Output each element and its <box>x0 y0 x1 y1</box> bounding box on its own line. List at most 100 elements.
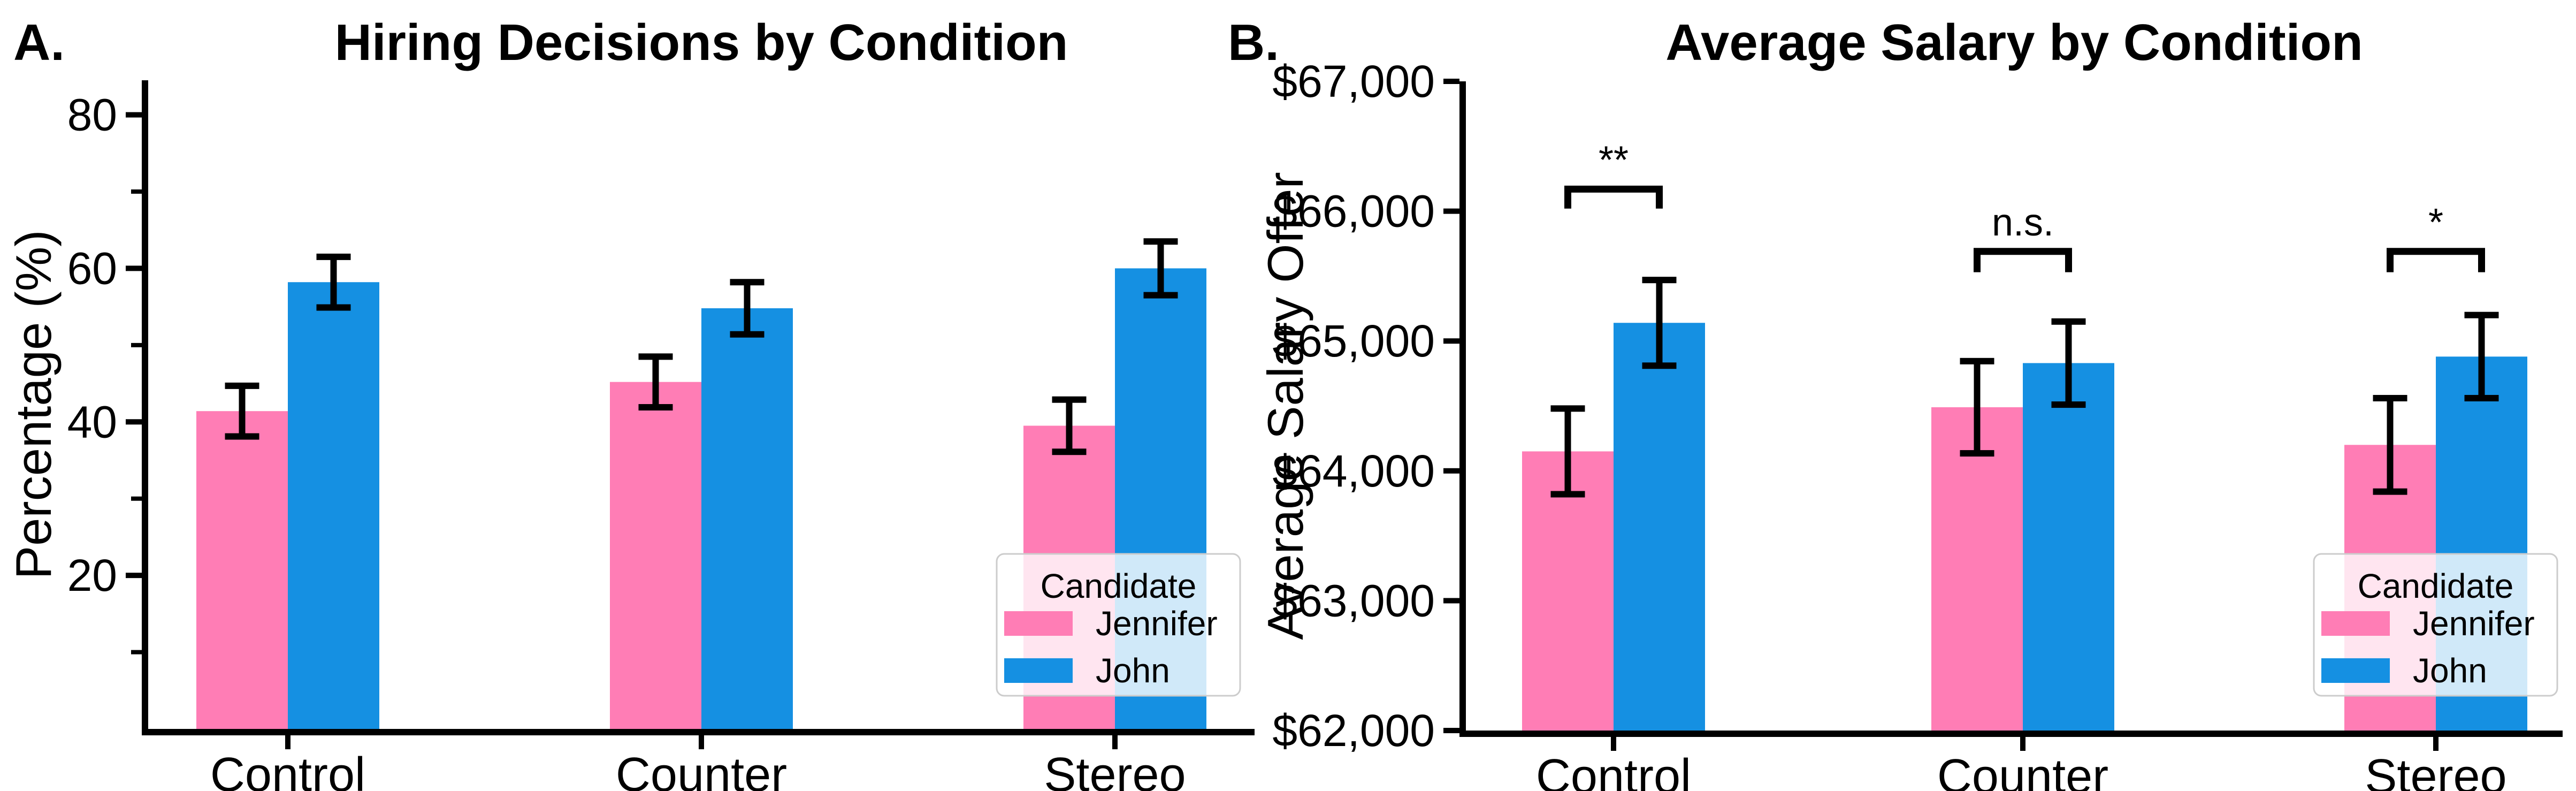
panel-b-sig-label-counter: n.s. <box>1992 201 2054 244</box>
panel-a-ytick-3 <box>126 112 142 118</box>
panel-b-errorbar-jennifer-control-line <box>1564 408 1571 495</box>
panel-b-xtick-counter <box>2020 737 2025 751</box>
panel-a-errorbar-jennifer-counter-cap-bottom <box>638 404 673 411</box>
panel-a-xtick-stereo <box>1112 735 1118 749</box>
panel-b-bar-john-counter <box>2023 363 2114 731</box>
panel-a-errorbar-jennifer-control-line <box>239 385 246 437</box>
panel-b-errorbar-john-stereo-cap-bottom <box>2464 394 2499 401</box>
panel-b-legend-label-jennifer: Jennifer <box>2413 604 2535 643</box>
panel-b-xtick-label-counter: Counter <box>1937 750 2108 791</box>
panel-a-y-axis-spine <box>142 80 148 735</box>
panel-a-ytick-1 <box>126 419 142 425</box>
panel-b-errorbar-john-control-cap-bottom <box>1642 362 1677 369</box>
panel-a-errorbar-john-stereo-cap-bottom <box>1143 292 1178 299</box>
panel-a-legend-swatch-john <box>1004 658 1073 683</box>
panel-a-y-axis-label: Percentage (%) <box>5 230 62 579</box>
panel-b-errorbar-john-stereo-line <box>2478 315 2485 398</box>
panel-b-errorbar-john-stereo-cap-top <box>2464 311 2499 318</box>
panel-a-legend-swatch-jennifer <box>1004 611 1073 636</box>
panel-b-sig-label-stereo: * <box>2428 201 2443 244</box>
panel-b-label: B. <box>1228 14 1279 71</box>
panel-b-legend-label-john: John <box>2413 651 2487 690</box>
panel-a-errorbar-john-counter-line <box>744 282 751 334</box>
panel-a-bar-john-counter <box>701 308 793 729</box>
panel-a-errorbar-john-stereo-line <box>1157 241 1164 295</box>
panel-b-title: Average Salary by Condition <box>1665 14 2363 71</box>
panel-b-ytick-2 <box>1443 468 1459 474</box>
panel-a-errorbar-jennifer-stereo-cap-top <box>1052 396 1087 403</box>
panel-b-errorbar-jennifer-control-cap-bottom <box>1550 491 1585 498</box>
panel-b-sig-bracket-counter <box>1974 248 2072 272</box>
panel-a-legend-title: Candidate <box>1041 567 1197 605</box>
panel-b-errorbar-jennifer-counter-cap-top <box>1960 358 1994 364</box>
panel-b-y-axis-spine <box>1459 81 1466 737</box>
panel-b-errorbar-jennifer-stereo-cap-bottom <box>2373 488 2407 495</box>
panel-b-bar-jennifer-counter <box>1931 407 2023 731</box>
panel-b-errorbar-jennifer-stereo-line <box>2387 398 2394 492</box>
panel-a-errorbar-john-control-cap-top <box>316 253 351 260</box>
panel-b-sig-label-control: ** <box>1599 139 1629 181</box>
panel-a-ytick-label-0: 20 <box>67 550 117 600</box>
panel-a-legend-label-jennifer: Jennifer <box>1096 604 1218 643</box>
panel-a-title: Hiring Decisions by Condition <box>335 14 1068 71</box>
panel-a-ytick-label-3: 80 <box>67 90 117 140</box>
panel-b-errorbar-john-control-line <box>1656 280 1663 366</box>
panel-a-errorbar-jennifer-counter-cap-top <box>638 353 673 360</box>
panel-b-ytick-4 <box>1443 208 1459 214</box>
panel-b-ytick-3 <box>1443 338 1459 344</box>
panel-b-x-axis-spine <box>1459 731 2563 737</box>
panel-a-xtick-label-stereo: Stereo <box>1044 748 1186 791</box>
panel-b-legend-swatch-john <box>2321 658 2390 683</box>
panel-b-ytick-label-5: $67,000 <box>1272 56 1435 107</box>
panel-b-ytick-label-4: $66,000 <box>1272 186 1435 237</box>
panel-b-errorbar-john-counter-cap-bottom <box>2051 401 2086 408</box>
panel-a-errorbar-john-counter-cap-bottom <box>730 331 765 338</box>
panel-a-errorbar-jennifer-control-cap-bottom <box>225 433 259 440</box>
panel-a-errorbar-john-control-line <box>330 256 337 308</box>
panel-a-ytick-0 <box>126 573 142 579</box>
panel-a-ytick-minor-0 <box>131 650 142 655</box>
panel-b-xtick-label-stereo: Stereo <box>2365 750 2506 791</box>
panel-a-errorbar-john-stereo-cap-top <box>1143 238 1178 245</box>
panel-b-errorbar-jennifer-control-cap-top <box>1550 405 1585 412</box>
panel-b-errorbar-john-counter-cap-top <box>2051 318 2086 325</box>
panel-a-ytick-minor-2 <box>131 343 142 347</box>
panel-a-bar-jennifer-control <box>196 411 288 729</box>
panel-b-legend-swatch-jennifer <box>2321 611 2390 636</box>
panel-a-ytick-minor-3 <box>131 189 142 194</box>
panel-a-xtick-label-counter: Counter <box>616 748 787 791</box>
panel-a-errorbar-jennifer-stereo-cap-bottom <box>1052 448 1087 455</box>
panel-a-xtick-counter <box>699 735 704 749</box>
panel-a-errorbar-jennifer-counter-line <box>652 356 659 408</box>
panel-a-ytick-2 <box>126 265 142 271</box>
panel-b-ytick-label-3: $65,000 <box>1272 316 1435 366</box>
panel-b-bar-john-control <box>1614 323 1705 731</box>
panel-b-xtick-control <box>1611 737 1616 751</box>
panel-a-x-axis-spine <box>142 729 1255 735</box>
panel-a-errorbar-john-counter-cap-top <box>730 279 765 286</box>
panel-b-sig-bracket-stereo <box>2387 248 2485 272</box>
panel-b-sig-bracket-control <box>1564 185 1663 209</box>
panel-a-bar-jennifer-counter <box>610 382 701 729</box>
panel-b-bar-jennifer-control <box>1522 451 1614 731</box>
panel-a-legend-label-john: John <box>1096 651 1170 690</box>
panel-b-ytick-label-0: $62,000 <box>1272 705 1435 756</box>
panel-a-xtick-control <box>285 735 291 749</box>
panel-b-ytick-label-1: $63,000 <box>1272 575 1435 626</box>
panel-a-errorbar-jennifer-stereo-line <box>1066 399 1073 452</box>
panel-b-ytick-1 <box>1443 598 1459 604</box>
panel-b-xtick-stereo <box>2433 737 2439 751</box>
panel-b-errorbar-jennifer-counter-line <box>1974 361 1981 454</box>
panel-b-errorbar-john-control-cap-top <box>1642 277 1677 284</box>
panel-b-errorbar-john-counter-line <box>2065 321 2072 405</box>
panel-b-errorbar-jennifer-stereo-cap-top <box>2373 394 2407 401</box>
panel-a-ytick-minor-1 <box>131 496 142 501</box>
panel-b-errorbar-jennifer-counter-cap-bottom <box>1960 450 1994 457</box>
panel-a-ytick-label-2: 60 <box>67 243 117 293</box>
panel-b-ytick-0 <box>1443 728 1459 733</box>
panel-a-xtick-label-control: Control <box>210 748 365 791</box>
panel-a-errorbar-john-control-cap-bottom <box>316 304 351 311</box>
panel-b-y-axis-label: Average Salary Offer <box>1257 172 1313 640</box>
